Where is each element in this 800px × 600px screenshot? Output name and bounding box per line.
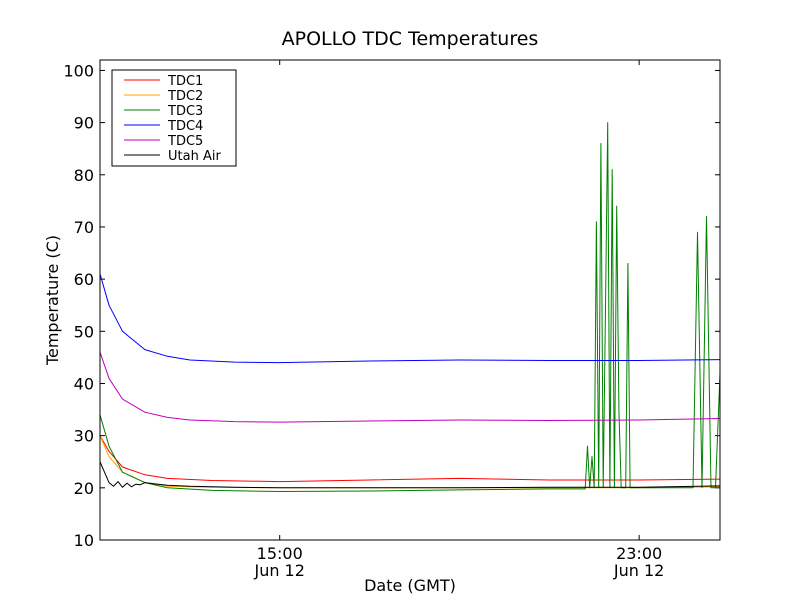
y-tick-label: 70 xyxy=(74,218,94,237)
y-tick-label: 60 xyxy=(74,270,94,289)
x-axis-label: Date (GMT) xyxy=(364,576,456,595)
series-line-tdc2 xyxy=(100,435,720,489)
series-line-tdc4 xyxy=(100,273,720,364)
x-tick-time-label: 15:00 xyxy=(257,544,303,563)
legend-box xyxy=(111,69,237,167)
x-tick-time-label: 23:00 xyxy=(616,544,662,563)
y-tick-label: 30 xyxy=(74,427,94,446)
legend-label-tdc2: TDC2 xyxy=(167,89,203,104)
y-tick-label: 20 xyxy=(74,479,94,498)
y-tick-label: 100 xyxy=(63,61,94,80)
y-tick-label: 10 xyxy=(74,531,94,550)
legend-label-tdc5: TDC5 xyxy=(167,134,203,149)
x-tick-date-label: Jun 12 xyxy=(253,561,304,580)
axes-frame xyxy=(99,59,721,541)
legend-label-tdc3: TDC3 xyxy=(167,104,203,119)
legend-label-tdc1: TDC1 xyxy=(167,74,203,89)
y-tick-label: 50 xyxy=(74,322,94,341)
legend-label-utah-air: Utah Air xyxy=(168,149,221,164)
y-tick-label: 40 xyxy=(74,374,94,393)
series-line-utah-air xyxy=(100,461,720,489)
y-tick-label: 80 xyxy=(74,166,94,185)
plot-area xyxy=(100,122,720,492)
series-line-tdc1 xyxy=(100,435,720,483)
x-tick-date-label: Jun 12 xyxy=(613,561,664,580)
series-line-tdc5 xyxy=(100,352,720,423)
y-tick-label: 90 xyxy=(74,114,94,133)
y-axis-label: Temperature (C) xyxy=(43,235,62,366)
chart-title: APOLLO TDC Temperatures xyxy=(282,28,539,50)
legend-label-tdc4: TDC4 xyxy=(167,119,203,134)
